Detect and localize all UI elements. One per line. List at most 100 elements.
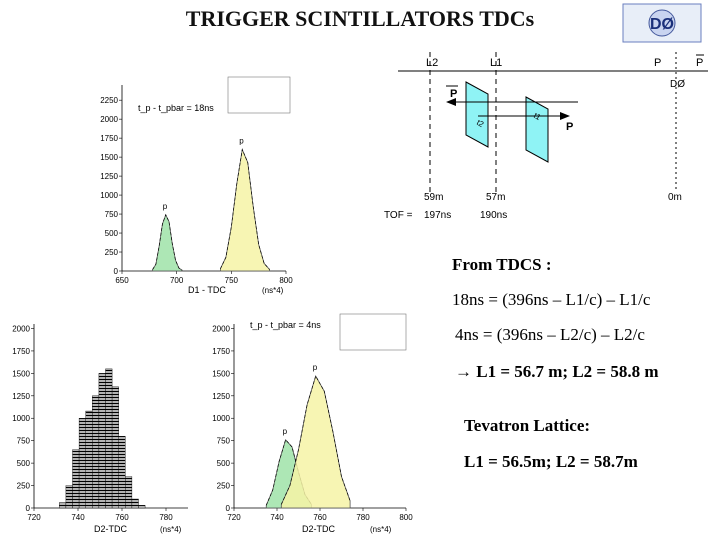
svg-text:DØ: DØ	[650, 16, 674, 33]
y-tick-label: 1250	[12, 392, 30, 401]
y-tick-label: 2000	[100, 115, 118, 124]
histogram-bar	[111, 386, 119, 509]
label-p-right: P	[654, 57, 661, 69]
result-text: → L1 = 56.7 m; L2 = 58.8 m	[455, 362, 659, 382]
slide-title: TRIGGER SCINTILLATORS TDCs	[185, 6, 535, 31]
y-tick-label: 2000	[12, 324, 30, 333]
label-t1: t1	[532, 111, 543, 122]
x-axis-label: D2-TDC	[302, 524, 335, 534]
x-axis-label: D1 - TDC	[188, 285, 226, 295]
scintillator-l2	[465, 81, 489, 148]
histogram-bar	[138, 505, 146, 509]
x-tick-label: 650	[115, 276, 129, 285]
chart-annotation: t_p - t_pbar = 4ns	[250, 320, 321, 330]
label-l1: L1	[490, 57, 502, 69]
label-pbar: p	[283, 427, 288, 436]
label-197ns: 197ns	[424, 210, 451, 221]
x-tick-label: 740	[270, 513, 284, 522]
x-axis-unit: (ns*4)	[370, 525, 392, 534]
d1-tdc-chart: 0 250 500 750 1000 1250 1500 1750 2000 2250 650 700…	[100, 76, 293, 295]
arrow-icon: →	[455, 362, 477, 381]
histogram-bar	[98, 373, 106, 509]
y-tick-label: 2000	[212, 324, 230, 333]
histogram-bar	[125, 476, 133, 509]
histogram-bar	[105, 368, 113, 509]
equation-l2: 4ns = (396ns – L2/c) – L2/c	[455, 325, 645, 344]
x-axis-unit: (ns*4)	[262, 286, 284, 295]
p-arrowhead	[560, 112, 570, 120]
x-tick-label: 750	[225, 276, 239, 285]
y-tick-label: 250	[105, 248, 119, 257]
y-tick-label: 0	[226, 504, 231, 513]
y-tick-label: 250	[17, 482, 31, 491]
stats-box	[339, 313, 407, 351]
histogram-bar	[78, 418, 86, 509]
series-pbar-fit	[152, 213, 183, 271]
scintillator-l1	[525, 96, 549, 163]
label-57m: 57m	[486, 192, 505, 203]
x-tick-label: 720	[227, 513, 241, 522]
y-tick-label: 1750	[12, 347, 30, 356]
y-tick-label: 250	[217, 482, 231, 491]
chart-annotation: t_p - t_pbar = 18ns	[138, 103, 214, 113]
label-pbar-top: P	[450, 88, 457, 100]
y-tick-label: 1500	[100, 153, 118, 162]
histogram-bar	[118, 435, 126, 509]
series-pbar-area	[152, 213, 183, 272]
x-tick-label: 700	[170, 276, 184, 285]
from-tdcs-label: From TDCS :	[452, 255, 552, 274]
y-tick-label: 1500	[212, 369, 230, 378]
y-tick-label: 1250	[100, 172, 118, 181]
label-tof: TOF =	[384, 210, 413, 221]
label-p: p	[313, 363, 318, 372]
histogram-bar	[65, 485, 73, 509]
y-tick-label: 0	[114, 267, 119, 276]
x-tick-label: 760	[313, 513, 327, 522]
pbar-arrowhead	[446, 98, 456, 106]
stats-box	[227, 76, 291, 114]
label-l2: L2	[426, 57, 438, 69]
label-p: p	[239, 137, 244, 146]
y-tick-label: 1250	[212, 392, 230, 401]
label-0m: 0m	[668, 192, 682, 203]
label-dzero: DØ	[670, 79, 685, 90]
label-t2: t2	[475, 118, 486, 129]
y-tick-label: 1000	[212, 414, 230, 423]
x-tick-label: 780	[159, 513, 173, 522]
y-tick-label: 1000	[12, 414, 30, 423]
x-axis-unit: (ns*4)	[160, 525, 182, 534]
x-tick-label: 800	[399, 513, 413, 522]
y-tick-label: 1000	[100, 191, 118, 200]
x-tick-label: 760	[115, 513, 129, 522]
y-tick-label: 1750	[212, 347, 230, 356]
y-tick-label: 1750	[100, 134, 118, 143]
lattice-title: Tevatron Lattice:	[464, 416, 591, 435]
series-p-fit	[280, 375, 351, 505]
y-tick-label: 0	[26, 504, 31, 513]
histogram-bar	[72, 449, 80, 509]
label-pbar-right: P	[696, 57, 703, 69]
y-tick-label: 500	[217, 459, 231, 468]
dzero-logo: DØ	[622, 3, 702, 43]
label-59m: 59m	[424, 192, 443, 203]
y-tick-label: 750	[217, 437, 231, 446]
series-pbar-fit	[265, 439, 312, 506]
histogram-bar	[131, 498, 139, 509]
series-p-area	[280, 375, 351, 509]
y-tick-label: 500	[17, 459, 31, 468]
x-axis-label: D2-TDC	[94, 524, 127, 534]
scintillator-geometry-diagram: L2 L1 P P DØ t2 t1 P P 59m 57m 0m TOF = …	[384, 52, 708, 221]
d2-tdc-left-chart: 0 250 500 750 1000 1250 1500 1750 2000 720 740 760 7…	[12, 324, 188, 534]
y-tick-label: 500	[105, 229, 119, 238]
y-tick-label: 2250	[100, 96, 118, 105]
y-tick-label: 750	[105, 210, 119, 219]
label-190ns: 190ns	[480, 210, 507, 221]
histogram-bar	[59, 502, 67, 509]
x-tick-label: 720	[27, 513, 41, 522]
histogram-bar	[92, 395, 100, 509]
lattice-values: L1 = 56.5m; L2 = 58.7m	[464, 452, 638, 471]
series-p-area	[220, 148, 270, 272]
y-tick-label: 750	[17, 437, 31, 446]
result-value: L1 = 56.7 m; L2 = 58.8 m	[476, 362, 659, 381]
label-p-left: P	[566, 121, 573, 133]
